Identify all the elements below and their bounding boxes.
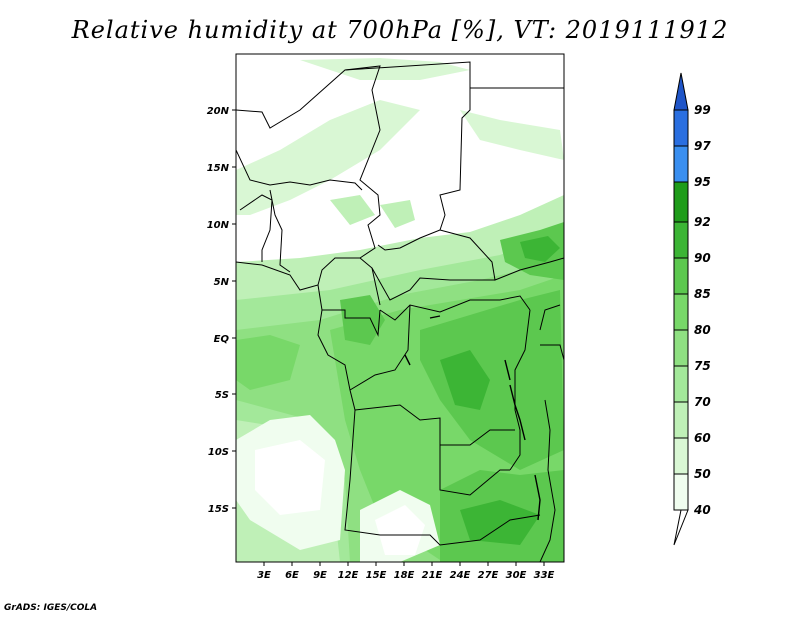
- colorbar-swatch-40: [673, 473, 689, 511]
- lon-label-33e: 33E: [534, 570, 555, 581]
- lat-label-15n: 15N: [207, 163, 230, 174]
- colorbar-swatch-85: [673, 257, 689, 295]
- lon-label-21e: 21E: [422, 570, 443, 581]
- colorbar-label-97: 97: [694, 139, 711, 153]
- colorbar-label-60: 60: [694, 431, 711, 445]
- colorbar-swatch-80: [673, 293, 689, 331]
- lon-label-9e: 9E: [313, 570, 327, 581]
- lon-label-3e: 3E: [257, 570, 271, 581]
- lon-label-27e: 27E: [478, 570, 499, 581]
- colorbar-swatch-90: [673, 221, 689, 259]
- colorbar-label-85: 85: [694, 287, 711, 301]
- lon-label-12e: 12E: [338, 570, 359, 581]
- grads-credit: GrADS: IGES/COLA: [4, 603, 98, 613]
- lat-axis: 20N 15N 10N 5N EQ 5S 10S 15S: [207, 106, 236, 515]
- lon-label-24e: 24E: [450, 570, 471, 581]
- lon-axis: 3E 6E 9E 12E 15E 18E 21E 24E 27E 30E 33E: [257, 562, 555, 581]
- lon-label-15e: 15E: [366, 570, 387, 581]
- colorbar: 40 50 60 70 75 80 85 90 92 95 97 99: [673, 72, 711, 546]
- colorbar-label-95: 95: [694, 175, 711, 189]
- colorbar-bottom-arrow: [673, 509, 689, 546]
- colorbar-swatch-70: [673, 365, 689, 403]
- colorbar-swatch-92: [673, 181, 689, 223]
- map-title: Relative humidity at 700hPa [%], VT: 201…: [71, 16, 729, 44]
- colorbar-swatch-50: [673, 437, 689, 475]
- colorbar-swatch-95: [673, 145, 689, 183]
- lon-label-18e: 18E: [394, 570, 415, 581]
- lon-label-6e: 6E: [285, 570, 299, 581]
- lat-label-5n: 5N: [214, 277, 230, 288]
- colorbar-label-92: 92: [694, 215, 711, 229]
- colorbar-top-arrow: [673, 72, 689, 111]
- colorbar-label-50: 50: [694, 467, 711, 481]
- colorbar-label-90: 90: [694, 251, 711, 265]
- lat-label-5s: 5S: [215, 390, 229, 401]
- country-borders: [236, 61, 564, 562]
- colorbar-label-99: 99: [694, 103, 711, 117]
- lat-label-10n: 10N: [207, 220, 230, 231]
- lat-label-eq: EQ: [214, 334, 230, 345]
- colorbar-label-80: 80: [694, 323, 711, 337]
- lakes: [404, 315, 541, 521]
- colorbar-swatch-97: [673, 109, 689, 147]
- colorbar-swatch-60: [673, 401, 689, 439]
- lat-label-15s: 15S: [208, 504, 229, 515]
- colorbar-label-75: 75: [694, 359, 711, 373]
- colorbar-label-40: 40: [693, 503, 711, 517]
- colorbar-swatch-75: [673, 329, 689, 367]
- lat-label-20n: 20N: [207, 106, 230, 117]
- colorbar-label-70: 70: [694, 395, 711, 409]
- humidity-field: [236, 54, 564, 562]
- map-frame: [235, 53, 565, 563]
- lon-label-30e: 30E: [506, 570, 527, 581]
- lat-label-10s: 10S: [208, 447, 229, 458]
